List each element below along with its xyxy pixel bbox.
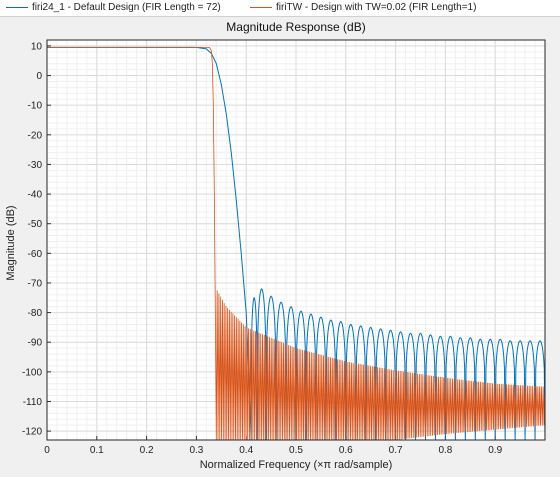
legend-item-firitw[interactable]: firiTW - Design with TW=0.02 (FIR Length… <box>250 2 476 13</box>
y-tick-label: -100 <box>22 367 42 378</box>
y-tick-label: -80 <box>28 308 43 319</box>
series-line-firitw[interactable] <box>47 47 546 441</box>
x-axis-label: Normalized Frequency (×π rad/sample) <box>200 459 393 471</box>
chart-title: Magnitude Response (dB) <box>226 20 365 34</box>
series-line-firi24[interactable] <box>47 46 546 441</box>
plot-border <box>46 39 546 441</box>
y-tick-label: -30 <box>28 160 43 171</box>
x-tick-label: 0.9 <box>488 445 502 456</box>
x-tick-label: 0.6 <box>339 445 353 456</box>
legend-swatch-firi24 <box>6 7 28 8</box>
y-tick-label: -40 <box>28 190 43 201</box>
y-tick-label: -90 <box>28 338 43 349</box>
x-tick-label: 0.7 <box>389 445 403 456</box>
x-tick-label: 0.1 <box>90 445 104 456</box>
legend: firi24_1 - Default Design (FIR Length = … <box>0 0 560 17</box>
y-tick-label: -20 <box>28 130 43 141</box>
x-tick-label: 0.2 <box>140 445 154 456</box>
x-tick-label: 0.5 <box>289 445 303 456</box>
legend-label-firi24: firi24_1 - Default Design (FIR Length = … <box>32 2 221 13</box>
y-tick-label: -50 <box>28 219 43 230</box>
magnitude-response-chart[interactable]: Magnitude Response (dB) 0 0.1 0.2 0.3 0.4 0.5… <box>0 16 560 477</box>
y-tick-label: -120 <box>22 427 42 438</box>
legend-label-firitw: firiTW - Design with TW=0.02 (FIR Length… <box>276 2 477 13</box>
y-tick-label: 0 <box>36 71 42 82</box>
x-tick-label: 0.3 <box>189 445 203 456</box>
x-tick-label: 0.8 <box>438 445 452 456</box>
y-tick-label: -60 <box>28 249 43 260</box>
legend-item-firi24[interactable]: firi24_1 - Default Design (FIR Length = … <box>6 2 221 13</box>
legend-swatch-firitw <box>250 7 272 8</box>
y-tick-label: -10 <box>28 101 43 112</box>
y-axis-label: Magnitude (dB) <box>5 205 17 280</box>
x-tick-label: 0.4 <box>239 445 253 456</box>
y-tick-label: -110 <box>23 397 43 408</box>
y-tick-label: -70 <box>28 278 43 289</box>
x-tick-label: 0 <box>44 445 50 456</box>
y-tick-label: 10 <box>31 41 43 52</box>
